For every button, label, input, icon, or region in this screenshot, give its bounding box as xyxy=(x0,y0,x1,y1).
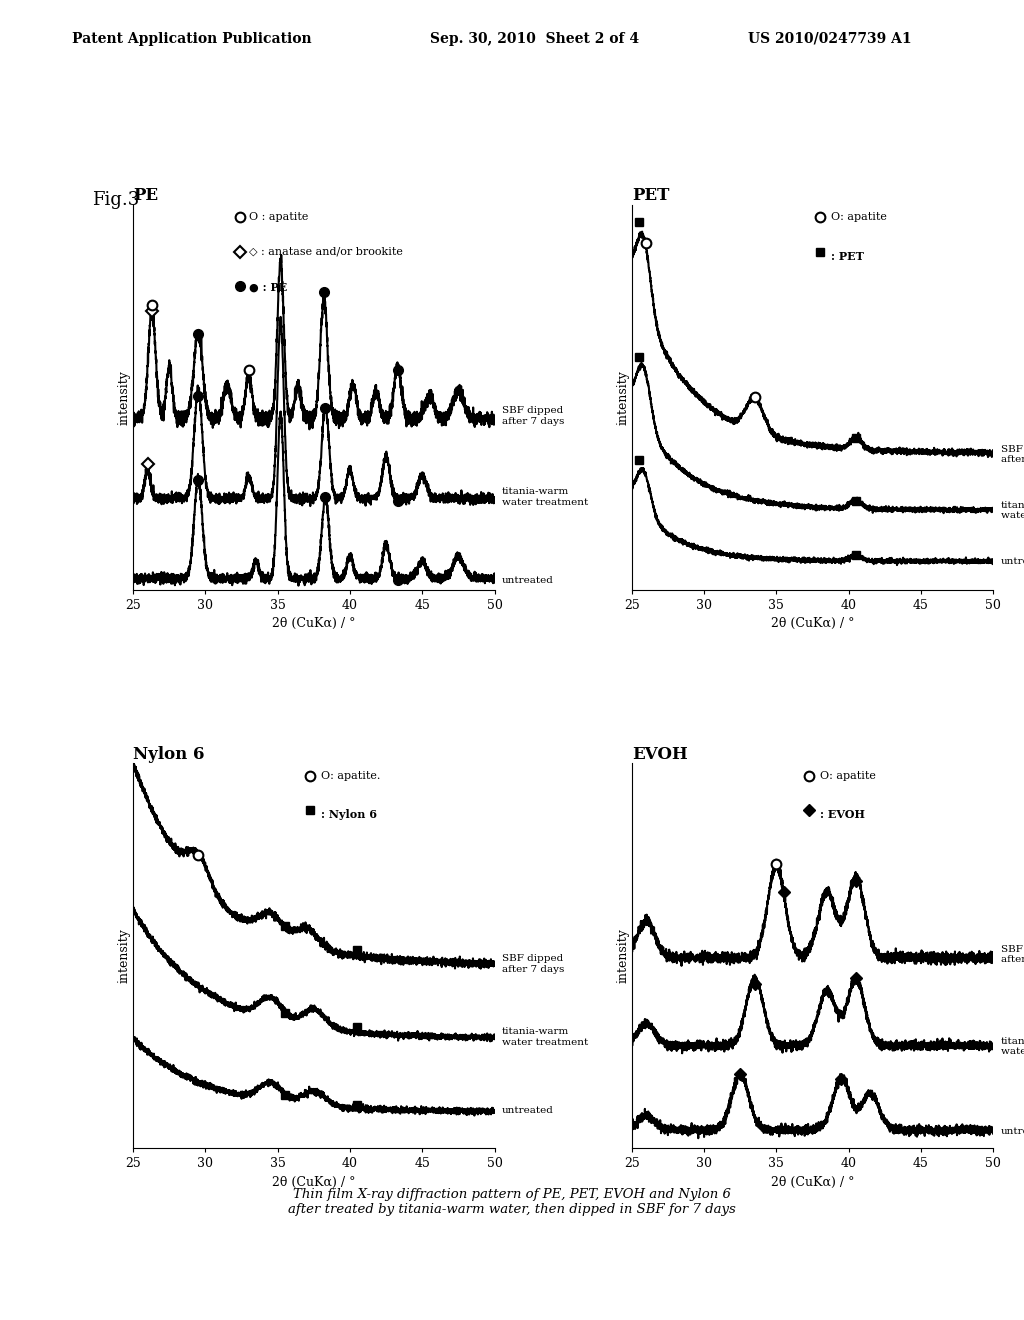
Text: Thin film X-ray diffraction pattern of PE, PET, EVOH and Nylon 6
after treated b: Thin film X-ray diffraction pattern of P… xyxy=(288,1188,736,1216)
X-axis label: 2θ (CuKα) / °: 2θ (CuKα) / ° xyxy=(272,1176,355,1189)
Text: US 2010/0247739 A1: US 2010/0247739 A1 xyxy=(748,32,911,46)
Text: Sep. 30, 2010  Sheet 2 of 4: Sep. 30, 2010 Sheet 2 of 4 xyxy=(430,32,639,46)
Text: ◇ : anatase and/or brookite: ◇ : anatase and/or brookite xyxy=(249,247,402,257)
Text: untreated: untreated xyxy=(502,577,554,585)
Text: O: apatite: O: apatite xyxy=(820,771,876,781)
Text: titania-warm
water treatment: titania-warm water treatment xyxy=(1000,500,1024,520)
Y-axis label: intensity: intensity xyxy=(118,928,130,983)
Text: EVOH: EVOH xyxy=(632,746,688,763)
Text: O : apatite: O : apatite xyxy=(249,213,308,222)
Text: : EVOH: : EVOH xyxy=(820,809,864,821)
Text: Nylon 6: Nylon 6 xyxy=(133,746,205,763)
Text: PE: PE xyxy=(133,187,159,205)
Text: titania-warm
water treatment: titania-warm water treatment xyxy=(1000,1038,1024,1056)
Text: titania-warm
water treatment: titania-warm water treatment xyxy=(502,1027,588,1047)
Text: SBF dipped
after 7 days: SBF dipped after 7 days xyxy=(1000,945,1024,965)
Y-axis label: intensity: intensity xyxy=(118,370,130,425)
Text: SBF dipped
after 7 days: SBF dipped after 7 days xyxy=(502,954,564,974)
Y-axis label: intensity: intensity xyxy=(616,928,629,983)
Text: titania-warm
water treatment: titania-warm water treatment xyxy=(502,487,588,507)
Text: ● : PE: ● : PE xyxy=(249,281,287,293)
Text: untreated: untreated xyxy=(1000,1126,1024,1135)
Text: PET: PET xyxy=(632,187,670,205)
Y-axis label: intensity: intensity xyxy=(616,370,629,425)
Text: O: apatite: O: apatite xyxy=(830,213,887,222)
Text: : PET: : PET xyxy=(830,251,863,261)
Text: Patent Application Publication: Patent Application Publication xyxy=(72,32,311,46)
X-axis label: 2θ (CuKα) / °: 2θ (CuKα) / ° xyxy=(771,618,854,631)
Text: : Nylon 6: : Nylon 6 xyxy=(322,809,377,821)
Text: O: apatite.: O: apatite. xyxy=(322,771,381,781)
Text: untreated: untreated xyxy=(1000,557,1024,566)
Text: SBF dipped
after 7 days: SBF dipped after 7 days xyxy=(1000,445,1024,465)
Text: untreated: untreated xyxy=(502,1106,554,1115)
X-axis label: 2θ (CuKα) / °: 2θ (CuKα) / ° xyxy=(771,1176,854,1189)
X-axis label: 2θ (CuKα) / °: 2θ (CuKα) / ° xyxy=(272,618,355,631)
Text: SBF dipped
after 7 days: SBF dipped after 7 days xyxy=(502,407,564,426)
Text: Fig.3: Fig.3 xyxy=(92,191,139,210)
